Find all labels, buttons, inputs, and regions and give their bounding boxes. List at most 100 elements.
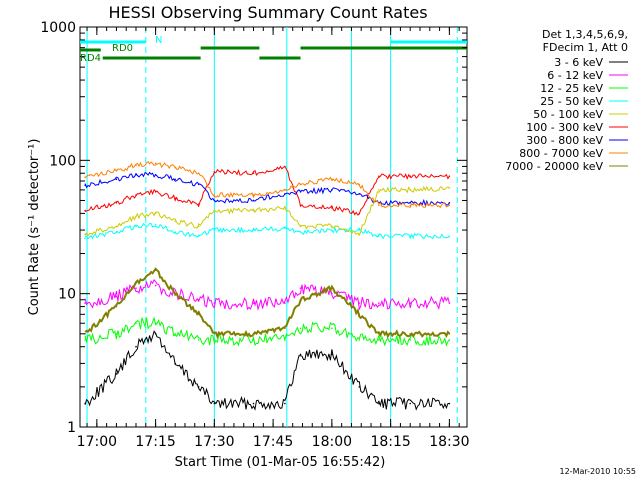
series-6-point-14 [448, 202, 451, 204]
y-axis-ticks: 1 10 100 1000 [40, 20, 467, 436]
legend-entry-label-5: 100 - 300 keV [526, 121, 603, 134]
series-8-point-10 [331, 287, 333, 289]
series-4-point-7 [252, 209, 255, 212]
series-3-point-0 [84, 237, 86, 240]
series-4-point-6 [213, 209, 216, 212]
legend-entry-label-3: 25 - 50 keV [540, 95, 603, 108]
series-4-point-11 [358, 233, 361, 235]
series-line-2 [84, 316, 450, 347]
night-interval-markers [80, 27, 467, 427]
series-1-point-2 [135, 287, 137, 289]
series-8-point-1 [115, 305, 118, 308]
x-tick-label-4: 18:00 [312, 434, 352, 450]
series-4-point-4 [174, 220, 176, 222]
series-3-point-7 [252, 229, 255, 231]
series-7-point-6 [213, 194, 216, 196]
series-7-point-1 [115, 169, 118, 172]
series-1-point-7 [252, 302, 255, 304]
series-5-point-5 [197, 203, 200, 205]
series-8-point-12 [378, 333, 380, 335]
series-7-point-0 [84, 176, 86, 178]
chart-title: HESSI Observing Summary Count Rates [108, 3, 427, 22]
series-5-point-4 [174, 197, 176, 199]
series-6-point-2 [135, 173, 137, 176]
series-2-point-4 [174, 333, 176, 335]
series-6-point-5 [197, 183, 200, 186]
series-0-point-9 [299, 353, 302, 356]
series-5-point-0 [84, 209, 86, 212]
series-2-point-8 [284, 339, 286, 341]
series-line-8 [84, 267, 451, 339]
series-4-point-0 [84, 233, 86, 235]
series-0-point-6 [213, 402, 216, 405]
series-3-point-4 [174, 231, 176, 233]
series-0-point-11 [358, 386, 361, 388]
series-6-point-3 [154, 173, 157, 176]
series-5-point-7 [252, 172, 255, 175]
series-7-point-8 [284, 189, 286, 191]
series-5-point-14 [448, 175, 451, 178]
y-tick-label-0: 1 [67, 420, 76, 436]
series-4-point-1 [115, 225, 118, 228]
x-tick-label-1: 17:15 [135, 434, 175, 450]
series-6-point-13 [409, 202, 412, 204]
series-8-point-7 [252, 333, 255, 335]
series-1-point-8 [284, 302, 286, 304]
x-tick-label-6: 18:30 [429, 434, 469, 450]
series-5-point-11 [358, 212, 361, 215]
series-5-point-6 [213, 171, 216, 173]
series-8-point-9 [299, 298, 302, 301]
series-7-point-9 [299, 183, 302, 186]
series-7-point-7 [252, 194, 255, 196]
series-2-point-1 [115, 333, 118, 335]
x-axis-ticks: 17:00 17:15 17:30 17:45 18:00 18:15 18:30 [77, 27, 470, 450]
legend-entry-label-0: 3 - 6 keV [554, 56, 603, 69]
series-5-point-10 [331, 207, 333, 209]
series-1-point-1 [115, 295, 118, 298]
series-5-point-12 [378, 175, 380, 178]
series-0-point-7 [252, 402, 255, 405]
series-8-point-4 [174, 292, 176, 295]
series-1-point-11 [358, 302, 361, 304]
series-3-point-2 [135, 225, 137, 228]
series-5-point-2 [135, 194, 137, 196]
y-axis-label: Count Rate (s⁻¹ detector⁻¹) [27, 139, 42, 316]
series-1-point-5 [197, 298, 200, 301]
series-1-point-3 [154, 284, 157, 287]
series-2-point-10 [331, 327, 333, 330]
series-4-point-10 [331, 225, 333, 228]
series-2-point-6 [213, 339, 216, 341]
series-8-point-13 [409, 333, 412, 335]
series-4-point-14 [448, 187, 451, 189]
series-2-point-5 [197, 339, 200, 341]
legend-entry-label-7: 800 - 7000 keV [519, 147, 603, 160]
series-7-point-3 [154, 162, 157, 165]
x-tick-label-3: 17:45 [253, 434, 293, 450]
rd0-label: RD0 [112, 43, 133, 54]
series-1-point-13 [409, 302, 412, 304]
series-8-point-5 [197, 313, 200, 316]
series-6-point-7 [252, 199, 255, 202]
series-8-point-8 [284, 327, 286, 330]
series-2-point-7 [252, 339, 255, 341]
series-6-point-11 [358, 193, 361, 195]
series-0-point-13 [409, 402, 412, 405]
rd4-label: RD4 [80, 53, 101, 64]
series-7-point-13 [409, 204, 412, 207]
series-6-point-1 [115, 178, 118, 181]
night-marker-label: N [155, 35, 162, 46]
data-series [84, 160, 451, 411]
series-3-point-12 [378, 235, 380, 237]
series-2-point-0 [84, 339, 86, 341]
series-0-point-8 [284, 402, 286, 405]
series-3-point-11 [358, 229, 361, 231]
series-6-point-9 [299, 191, 302, 193]
series-7-point-10 [331, 178, 333, 181]
series-3-point-8 [284, 227, 286, 229]
legend-entry-label-8: 7000 - 20000 keV [505, 160, 603, 173]
series-2-point-13 [409, 339, 412, 341]
series-7-point-2 [135, 164, 137, 166]
series-1-point-9 [299, 287, 302, 289]
series-6-point-10 [331, 189, 333, 191]
